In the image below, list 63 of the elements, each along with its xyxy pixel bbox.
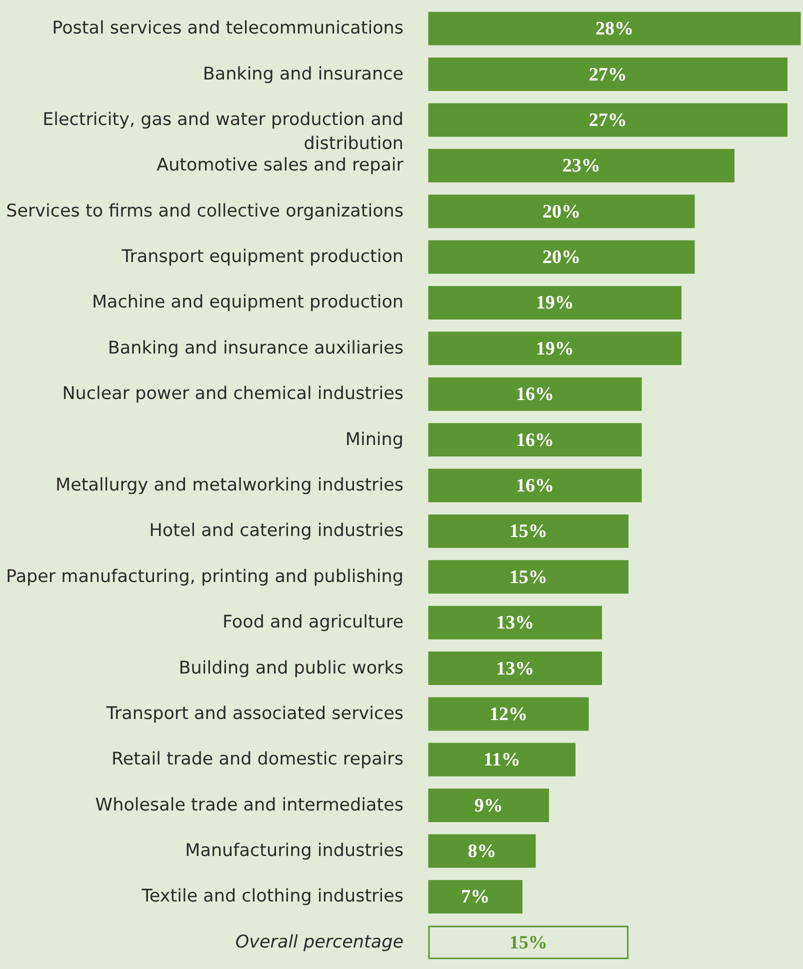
- y-tick-label: Metallurgy and metalworking industries: [56, 476, 404, 496]
- bar: [428, 286, 682, 320]
- bar: [428, 697, 589, 731]
- y-tick-label: Hotel and catering industries: [149, 521, 404, 542]
- y-tick-label: Machine and equipment production: [92, 292, 404, 313]
- data-label: 20%: [542, 201, 580, 222]
- y-tick-label: Banking and insurance: [202, 64, 404, 84]
- data-label: 15%: [509, 566, 548, 588]
- y-tick-label: Manufacturing industries: [185, 841, 404, 862]
- data-label: 27%: [588, 64, 627, 86]
- data-label: 16%: [516, 430, 554, 451]
- bar: [428, 377, 642, 411]
- bar: [428, 742, 576, 776]
- y-tick-label: Postal services and telecommunications: [52, 18, 404, 39]
- data-label: 13%: [496, 658, 534, 680]
- y-tick-label: Services to firms and collective organizations: [6, 201, 404, 222]
- data-label: 8%: [468, 841, 496, 862]
- bar: [428, 148, 734, 182]
- y-tick-label: Electricity, gas and water production and distribution: [42, 110, 404, 154]
- data-label: 7%: [461, 886, 490, 908]
- bar: [428, 560, 628, 594]
- data-label: 15%: [509, 521, 548, 542]
- data-label: 12%: [490, 704, 528, 725]
- y-tick-label: Banking and insurance auxiliaries: [108, 338, 404, 358]
- y-tick-label: Textile and clothing industries: [140, 886, 404, 907]
- data-label: 16%: [516, 384, 554, 406]
- bar: [428, 332, 682, 366]
- data-label: 9%: [474, 795, 503, 816]
- y-tick-label: Paper manufacturing, printing and publishing: [6, 566, 404, 587]
- bar: [428, 468, 642, 502]
- data-label: 27%: [588, 110, 627, 131]
- bar: [428, 103, 788, 137]
- bar: [428, 58, 788, 91]
- data-label: 13%: [496, 612, 534, 634]
- y-tick-label: Food and agriculture: [222, 612, 404, 633]
- y-tick-label: Nuclear power and chemical industries: [62, 384, 404, 404]
- y-tick-label: Overall percentage: [235, 932, 404, 952]
- bar: [428, 194, 695, 228]
- y-tick-label: Mining: [345, 430, 404, 450]
- data-label: 28%: [596, 18, 634, 40]
- bar: [428, 652, 602, 686]
- data-label: 16%: [516, 476, 554, 496]
- bar: [428, 423, 642, 457]
- bar: [428, 12, 801, 46]
- bar: [428, 926, 628, 960]
- y-tick-label: Automotive sales and repair: [156, 156, 404, 176]
- data-label: 23%: [562, 156, 600, 177]
- bar: [428, 880, 522, 914]
- data-label: 15%: [509, 932, 548, 954]
- bar: [428, 788, 549, 822]
- bar: [428, 514, 628, 548]
- data-label: 11%: [483, 750, 520, 771]
- y-tick-label: Transport and associated services: [105, 704, 404, 724]
- y-tick-label: Retail trade and domestic repairs: [112, 750, 404, 770]
- y-tick-label: Building and public works: [178, 658, 404, 678]
- data-label: 20%: [542, 247, 580, 268]
- data-label: 19%: [536, 338, 574, 360]
- bar: [428, 606, 602, 640]
- bar: [428, 834, 536, 868]
- y-tick-label: Wholesale trade and intermediates: [95, 795, 404, 816]
- data-label: 19%: [536, 292, 574, 314]
- y-tick-label: Transport equipment production: [120, 247, 404, 268]
- bar: [428, 240, 695, 274]
